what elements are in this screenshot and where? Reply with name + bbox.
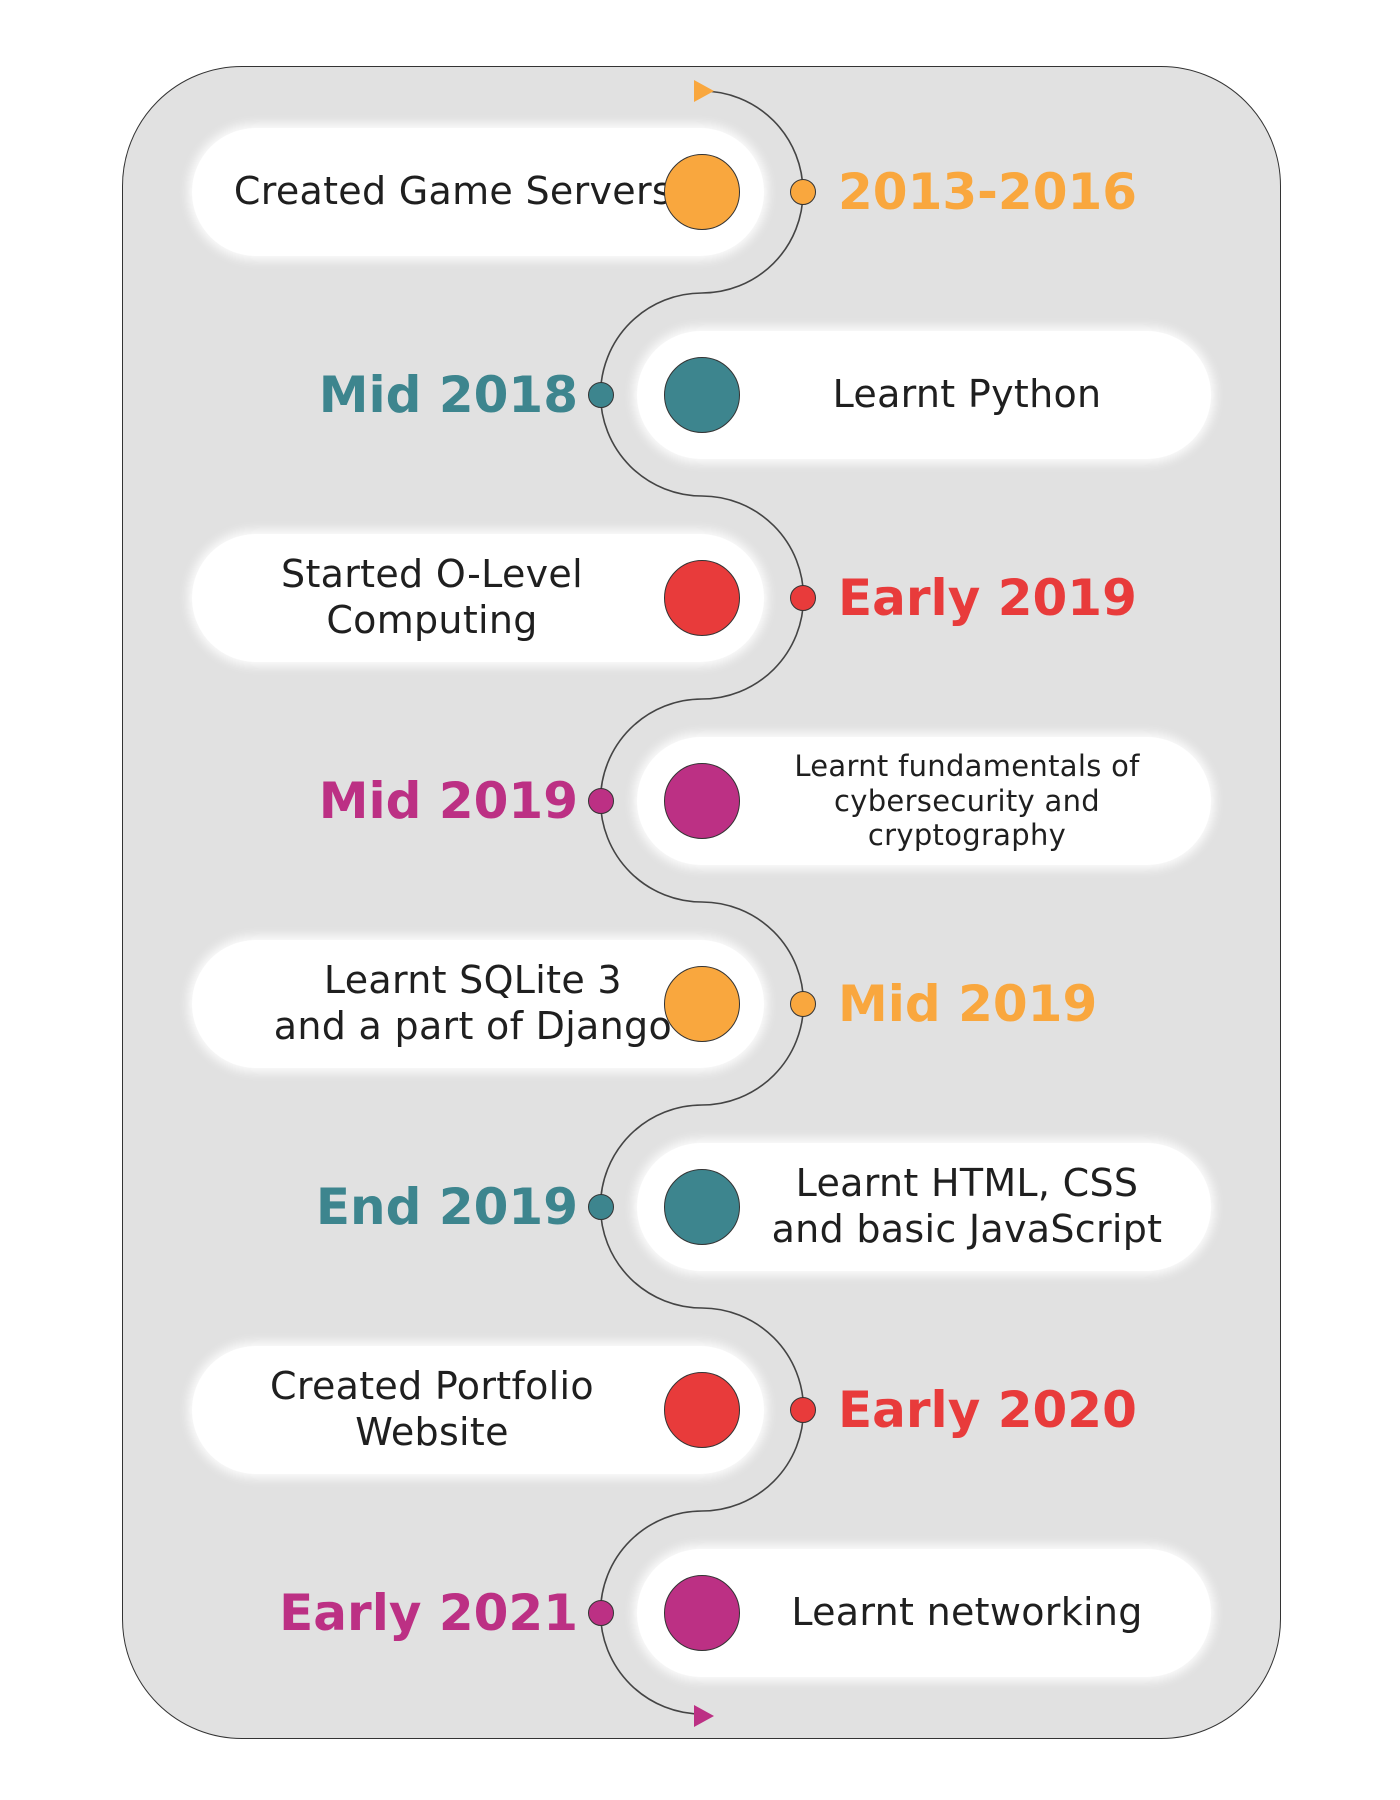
event-card: Learnt networking [637, 1549, 1211, 1677]
event-date: Early 2021 [279, 1584, 578, 1642]
event-date: Mid 2019 [838, 975, 1098, 1033]
event-date: End 2019 [315, 1178, 578, 1236]
event-date: Mid 2018 [318, 366, 578, 424]
event-date: Early 2019 [838, 569, 1137, 627]
path-marker-dot [790, 585, 816, 611]
path-marker-dot [588, 1194, 614, 1220]
event-node [664, 357, 740, 433]
event-date: Mid 2019 [318, 772, 578, 830]
timeline-end-arrow-icon [694, 1705, 714, 1727]
event-node [664, 966, 740, 1042]
event-node [664, 154, 740, 230]
event-description: Learnt HTML, CSS and basic JavaScript [771, 1161, 1163, 1251]
event-node [664, 1372, 740, 1448]
path-marker-dot [790, 179, 816, 205]
event-card: Created Game Servers [192, 128, 764, 256]
event-date: Early 2020 [838, 1381, 1137, 1439]
event-node [664, 560, 740, 636]
path-marker-dot [588, 382, 614, 408]
event-description: Learnt networking [791, 1590, 1143, 1635]
event-card: Created Portfolio Website [192, 1346, 764, 1474]
path-marker-dot [588, 1600, 614, 1626]
timeline-curve [599, 90, 805, 1715]
path-marker-dot [790, 991, 816, 1017]
event-node [664, 763, 740, 839]
timeline-start-arrow-icon [694, 80, 714, 102]
event-description: Created Portfolio Website [270, 1364, 594, 1454]
event-node [664, 1575, 740, 1651]
event-description: Learnt fundamentals of cybersecurity and… [794, 748, 1140, 853]
path-marker-dot [790, 1397, 816, 1423]
event-date: 2013-2016 [838, 163, 1138, 221]
event-description: Learnt SQLite 3 and a part of Django [273, 958, 672, 1048]
event-description: Started O-Level Computing [281, 552, 583, 642]
event-description: Learnt Python [832, 372, 1102, 417]
path-marker-dot [588, 788, 614, 814]
event-description: Created Game Servers [233, 169, 672, 214]
event-node [664, 1169, 740, 1245]
